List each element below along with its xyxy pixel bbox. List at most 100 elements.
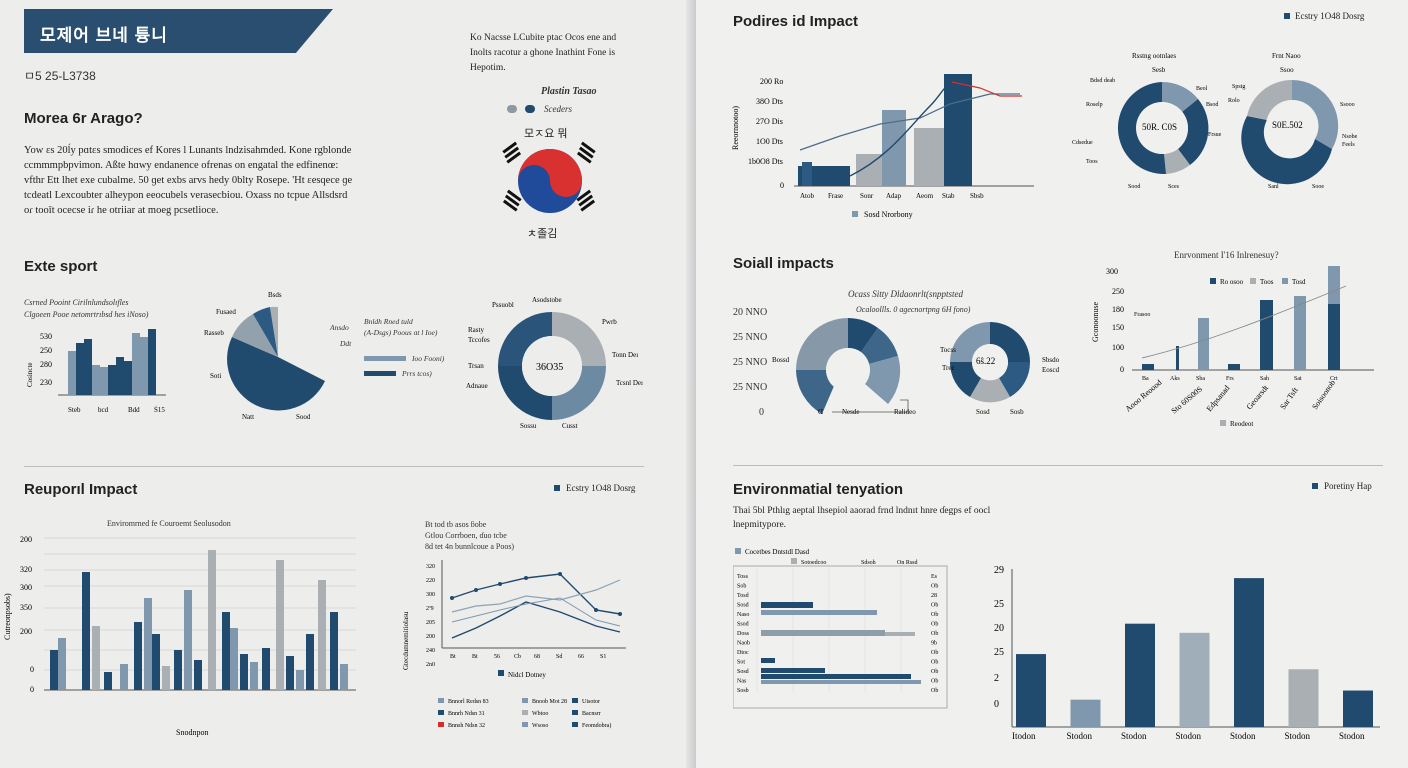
line-legend-title: Nidcl Dotney <box>508 671 546 679</box>
hbar-row-label: Tosd <box>737 593 749 599</box>
x-tick: Edpsanad <box>1205 384 1232 414</box>
regional-bar <box>184 590 192 690</box>
legend-label: Prrs tcos) <box>402 369 432 378</box>
y-tick: 0 <box>994 699 999 710</box>
y-tick: 27O Dis <box>756 117 783 126</box>
flag-legend: Sceders <box>507 104 597 116</box>
y-tick: 0 <box>759 407 764 418</box>
social-chart-sub: Ocaloollls. 0 agecnortpng 6H fono) <box>856 305 971 314</box>
donut-label: Ssooo <box>1340 102 1355 108</box>
y-tick: 2 <box>994 673 999 684</box>
legend-item: Bacnsrr <box>582 711 601 717</box>
y-tick: 200 Ro <box>760 77 783 86</box>
regional-bar <box>306 634 314 690</box>
legend-item: Bnnsh Ndsn 32 <box>448 723 485 729</box>
y-axis-label: Cosincte <box>26 363 34 388</box>
y-tick: 220 <box>426 578 435 584</box>
donut-label: Toos <box>1086 159 1098 165</box>
x-tick: Stodon <box>1339 731 1365 741</box>
combo-legend: Sosd Nrorbony <box>864 210 913 219</box>
line-chart-title-line: 8d tet 4n bunnlcoue a Poos) <box>425 542 515 551</box>
regional-bar <box>222 612 230 690</box>
regional-bar <box>120 664 128 690</box>
export-bar <box>68 351 76 395</box>
legend-item: Toos <box>1260 278 1274 286</box>
y-tick: 1b0O8 Dts <box>748 157 783 166</box>
donut-top-label: Asodstobe <box>532 296 562 304</box>
legend-item: Ioo Fooni) <box>330 353 460 364</box>
regional-bar <box>134 622 142 690</box>
y-tick: 29 <box>994 565 1004 576</box>
x-tick: Adap <box>886 192 902 200</box>
export-bar <box>148 329 156 395</box>
regional-bar <box>82 572 90 690</box>
y-tick: 0 <box>30 685 34 694</box>
x-tick: Stodon <box>1121 731 1147 741</box>
legend-item: Bnnrh Ndsn 31 <box>448 711 485 717</box>
donut-label: Adnaue <box>466 382 488 390</box>
donut-title: Rsstng ootnlaes <box>1132 52 1176 60</box>
x-tick: S1 <box>600 654 606 660</box>
donut-label: Bdsd deab <box>1090 78 1115 84</box>
regional-bar <box>230 628 238 690</box>
y-tick: 100 <box>1112 343 1124 352</box>
legend-swatch <box>1284 13 1290 19</box>
social-chart-title: Ocass Sitty Dldaonrlt(snpptsted <box>848 289 963 299</box>
x-tick-small: Sba <box>1196 376 1205 382</box>
export-bar <box>108 365 116 395</box>
x-tick: Sonr <box>860 192 874 200</box>
regional-bar <box>58 638 66 690</box>
x-tick: Stodon <box>1067 731 1093 741</box>
y-tick: 2n0 <box>426 662 435 668</box>
legend-item: On Rssd <box>897 560 918 566</box>
y-tick: 280 <box>40 360 52 369</box>
donut-label: Sossu <box>520 422 537 430</box>
x-tick: 56 <box>494 654 500 660</box>
export-bar <box>116 357 124 395</box>
pie-label: Fusaed <box>216 308 236 316</box>
y-tick: 25 <box>994 599 1004 610</box>
donut-label: Tccofes <box>468 336 490 344</box>
export-legend-title: (A-Dsgs) Poous ɑt l Ioe) <box>364 328 438 337</box>
donut-center-value: S0E.502 <box>1272 120 1303 130</box>
regional-bar <box>174 650 182 690</box>
social-label: Sbsdo <box>1042 356 1060 364</box>
pie-label: Sood <box>296 413 311 421</box>
y-tick: 20 <box>994 623 1004 634</box>
y-tick: 25 NNO <box>733 332 768 343</box>
donut-label: Sanl <box>1268 184 1279 190</box>
y-tick: 150 <box>1112 323 1124 332</box>
y-tick: 0 <box>780 181 784 190</box>
export-bar <box>140 337 148 395</box>
donut-label: Bsod <box>1206 102 1218 108</box>
export-bar <box>84 339 92 395</box>
x-tick: Stab <box>942 192 955 200</box>
y-tick: 350 <box>20 603 32 612</box>
export-chart-title-line: Csrned Pooint Cirilnlundsolıfles <box>24 298 129 307</box>
x-tick: Bt <box>450 654 456 660</box>
donut-center-value: 50R. C0S <box>1142 122 1177 132</box>
y-tick: 0 <box>30 665 34 674</box>
regional-bar <box>194 660 202 690</box>
y-axis-label: Gtecdumnemitiolasu <box>402 611 410 670</box>
legend-item: Cocetbes Dntstdl Dasd <box>745 548 810 556</box>
donut-label: Nsobe <box>1342 134 1358 140</box>
x-tick-small: Crt <box>1330 376 1338 382</box>
export-bar <box>76 343 84 395</box>
donut-label: Feels <box>1342 142 1355 148</box>
line-chart-title: Bt tod tb asos ƃobe Gtlou Corrboen, ɗuo … <box>425 519 514 552</box>
legend-item: Uisotor <box>582 699 600 705</box>
y-tick: 200 <box>20 627 32 636</box>
regional-bar <box>286 656 294 690</box>
hbar-row-value: Ob <box>931 584 938 590</box>
x-tick: Itodon <box>1012 731 1036 741</box>
pie-label: Bsds <box>268 291 282 299</box>
x-tick-small: Frs <box>1226 376 1234 382</box>
regional-bar <box>104 672 112 690</box>
hbar-row-value: Ob <box>931 650 938 656</box>
donut-sub: Ssoo <box>1280 66 1294 74</box>
export-legend-title: Ddt <box>340 339 352 348</box>
pie-label: Rasseb <box>204 329 224 337</box>
pie-label: Soti <box>210 372 221 380</box>
